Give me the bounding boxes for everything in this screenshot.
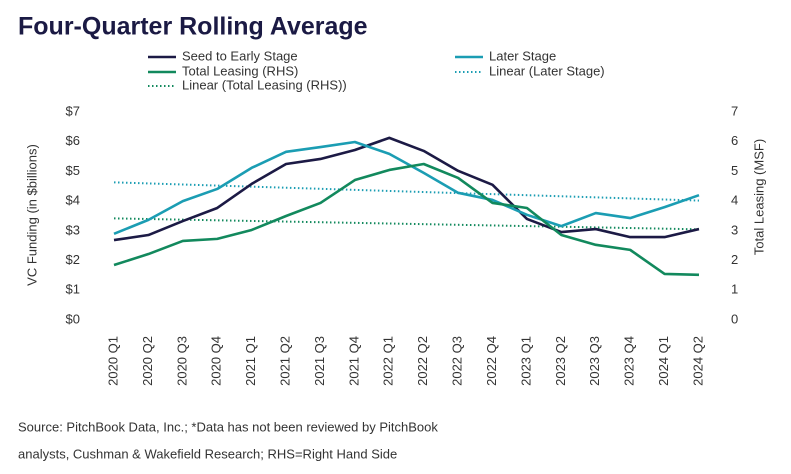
x-tick-label: 2022 Q3: [450, 336, 465, 386]
x-tick-label: 2022 Q2: [415, 336, 430, 386]
legend-label: Seed to Early Stage: [182, 48, 298, 63]
x-tick-label: 2023 Q3: [587, 336, 602, 386]
series-line: [113, 162, 700, 277]
legend-label: Total Leasing (RHS): [182, 63, 298, 78]
series-line: [113, 136, 700, 242]
source-note: Source: PitchBook Data, Inc.; *Data has …: [18, 419, 438, 434]
y2-tick-label: 6: [731, 133, 738, 148]
trend-line: [113, 181, 700, 202]
x-tick-label: 2020 Q3: [174, 336, 189, 386]
x-tick-label: 2023 Q1: [518, 336, 533, 386]
legend-label: Linear (Total Leasing (RHS)): [182, 77, 347, 92]
y-tick-label: $7: [66, 103, 80, 118]
x-tick-label: 2020 Q1: [105, 336, 120, 386]
trend-line: [113, 217, 700, 231]
x-tick-label: 2021 Q1: [243, 336, 258, 386]
y-tick-label: $0: [66, 311, 80, 326]
y2-tick-label: 3: [731, 222, 738, 237]
y-tick-label: $4: [66, 193, 80, 208]
x-tick-label: 2021 Q2: [277, 336, 292, 386]
x-tick-label: 2021 Q3: [312, 336, 327, 386]
y2-tick-label: 7: [731, 103, 738, 118]
legend-label: Linear (Later Stage): [489, 63, 605, 78]
x-tick-label: 2024 Q1: [656, 336, 671, 386]
x-tick-label: 2020 Q2: [140, 336, 155, 386]
y2-tick-label: 1: [731, 282, 738, 297]
chart-title: Four-Quarter Rolling Average: [18, 13, 368, 41]
y-tick-label: $5: [66, 163, 80, 178]
y2-tick-label: 2: [731, 252, 738, 267]
legend-label: Later Stage: [489, 48, 556, 63]
x-tick-label: 2023 Q2: [553, 336, 568, 386]
y-axis-title: VC Funding (in $billions): [24, 144, 39, 286]
series-line: [113, 140, 700, 236]
y-tick-label: $2: [66, 252, 80, 267]
x-tick-label: 2020 Q4: [209, 336, 224, 386]
y-tick-label: $3: [66, 222, 80, 237]
y2-tick-label: 4: [731, 193, 738, 208]
y2-tick-label: 5: [731, 163, 738, 178]
y-tick-label: $6: [66, 133, 80, 148]
x-tick-label: 2022 Q1: [381, 336, 396, 386]
y2-tick-label: 0: [731, 311, 738, 326]
x-tick-label: 2021 Q4: [346, 336, 361, 386]
x-tick-label: 2023 Q4: [622, 336, 637, 386]
source-note: analysts, Cushman & Wakefield Research; …: [18, 446, 397, 461]
y-tick-label: $1: [66, 282, 80, 297]
x-tick-label: 2024 Q2: [690, 336, 705, 386]
x-tick-label: 2022 Q4: [484, 336, 499, 386]
y2-axis-title: Total Leasing (MSF): [751, 139, 766, 255]
